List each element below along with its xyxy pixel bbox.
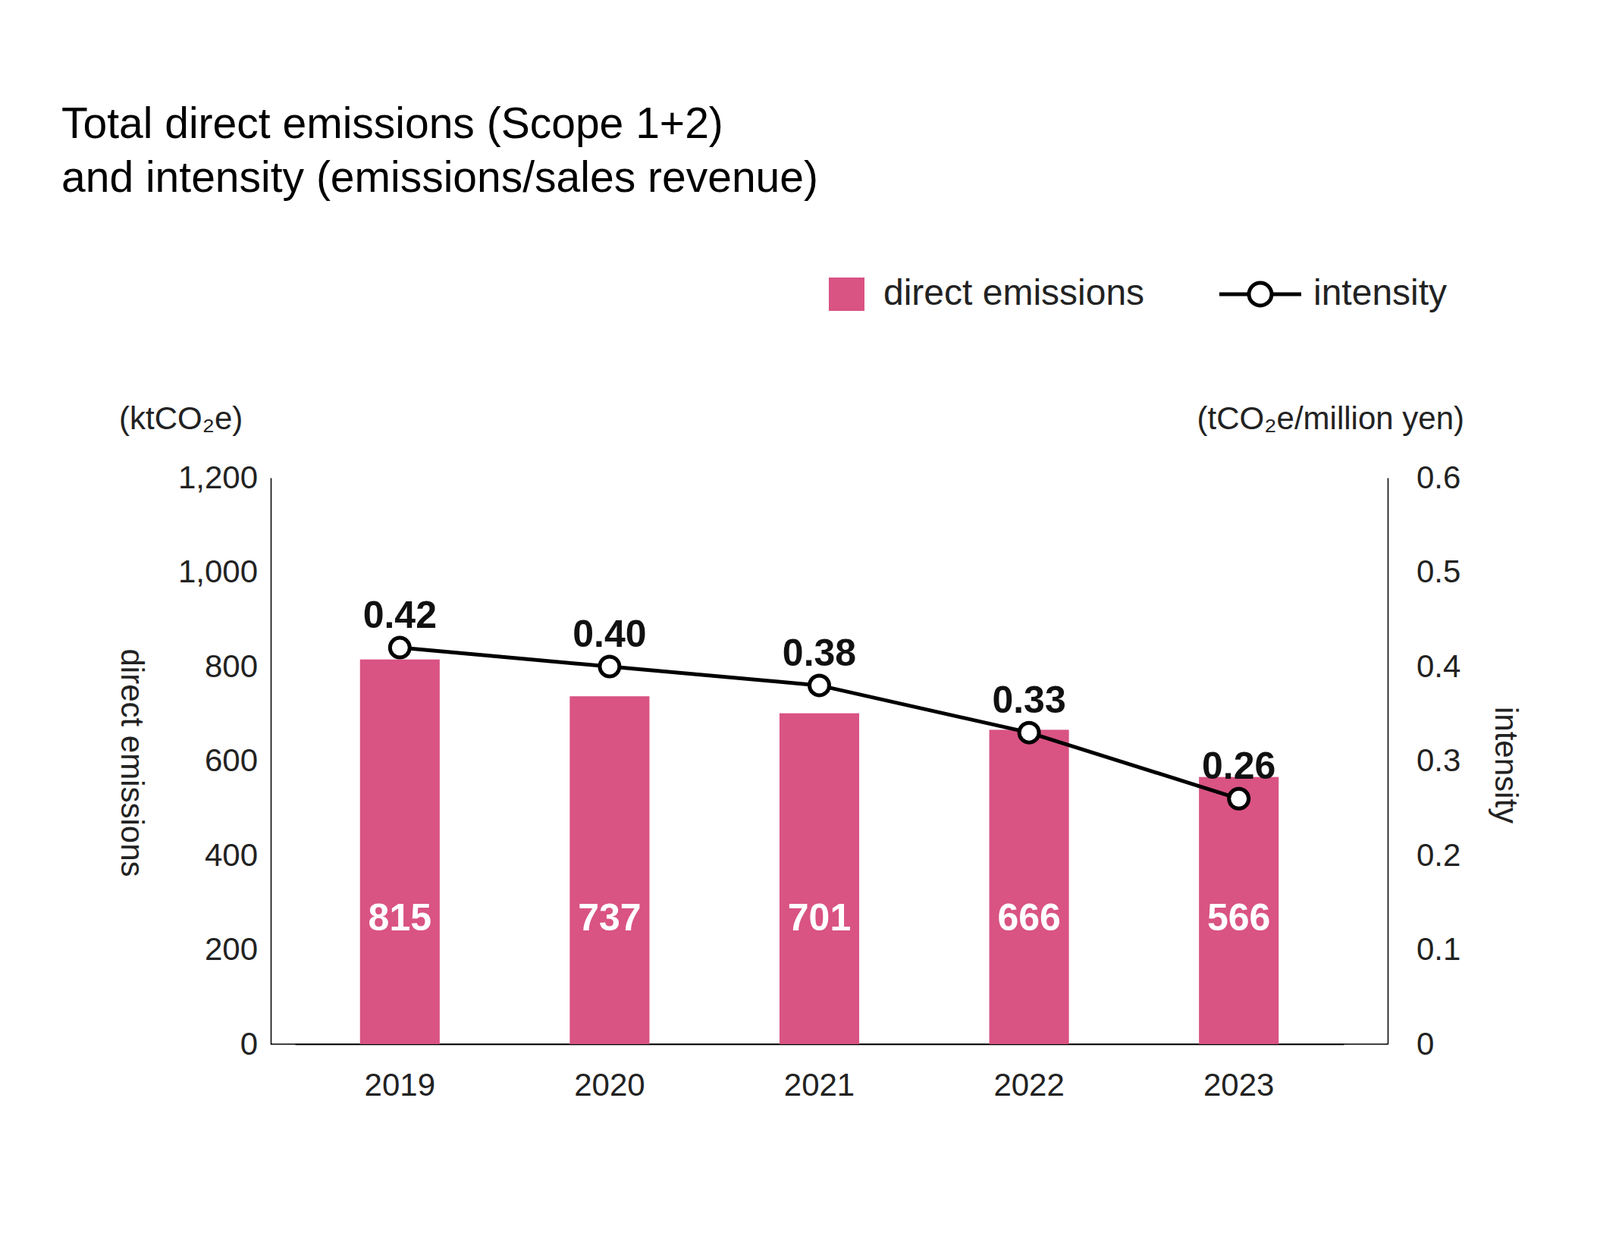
plot-area — [360, 637, 1280, 1045]
y2-tick-label: 0.2 — [1416, 837, 1461, 873]
y2-tick-label: 0.3 — [1416, 742, 1461, 779]
x-tick: 2020 — [574, 1044, 645, 1103]
y-tick: 1,200 — [178, 459, 271, 496]
y-tick: 1,000 — [178, 553, 271, 590]
y-tick: 400 — [204, 837, 271, 873]
y2-tick-label: 0.6 — [1416, 459, 1461, 496]
x-tick: 2021 — [784, 1044, 855, 1103]
legend: direct emissions intensity — [828, 272, 1447, 313]
y2-axis-title: intensity — [1488, 706, 1525, 824]
bar — [989, 729, 1070, 1045]
y2-tick-label: 0.1 — [1416, 931, 1461, 967]
legend-swatch — [828, 277, 865, 311]
y-tick: 600 — [204, 742, 271, 779]
line-label: 0.40 — [572, 612, 647, 656]
y2-tick: 0.2 — [1387, 837, 1461, 873]
chart: Total direct emissions (Scope 1+2)and in… — [0, 0, 1600, 1236]
line-label: 0.42 — [363, 593, 437, 637]
line-label: 0.26 — [1201, 744, 1276, 788]
title: Total direct emissions (Scope 1+2) — [61, 98, 724, 148]
x-axis: 2019 2020 2021 2022 2023 — [295, 1044, 1345, 1103]
y2-axis-line — [1387, 478, 1390, 1045]
x-tick: 2023 — [1203, 1044, 1274, 1103]
bar-label: 737 — [577, 896, 641, 939]
y-tick-label: 1,000 — [178, 553, 258, 590]
legend-marker — [1248, 282, 1272, 306]
y2-tick: 0.3 — [1387, 742, 1461, 779]
y-axis-line — [270, 478, 273, 1045]
y2-unit: (tCO₂e/million yen) — [1197, 400, 1465, 437]
marker — [389, 637, 410, 658]
x-tick-label: 2020 — [574, 1066, 645, 1103]
x-tick-label: 2019 — [364, 1066, 436, 1103]
y2-tick: 0.4 — [1387, 648, 1461, 684]
y-tick-label: 600 — [204, 742, 258, 779]
marker — [599, 656, 620, 677]
y2-tick: 0.6 — [1387, 459, 1461, 496]
y-axis: 0 200 400 600 800 1,000 1,200 — [178, 459, 272, 1062]
bar-label: 815 — [368, 896, 432, 939]
y-tick: 800 — [204, 648, 271, 684]
bar — [779, 713, 860, 1045]
y-tick-label: 1,200 — [178, 459, 258, 496]
y-axis-title: direct emissions — [114, 648, 151, 877]
x-tick-label: 2022 — [993, 1066, 1064, 1103]
title: and intensity (emissions/sales revenue) — [61, 152, 819, 201]
bar-label: 666 — [997, 896, 1061, 939]
x-tick: 2019 — [364, 1044, 436, 1103]
y2-tick-label: 0 — [1416, 1025, 1434, 1062]
y-tick-label: 800 — [204, 648, 258, 684]
y2-tick: 0 — [1387, 1025, 1434, 1062]
y-tick-label: 200 — [204, 931, 258, 967]
marker — [1229, 788, 1249, 809]
y2-tick: 0.1 — [1387, 931, 1461, 967]
y2-tick-label: 0.4 — [1416, 648, 1461, 684]
y-tick: 0 — [240, 1025, 271, 1062]
y2-axis: 0 0.1 0.2 0.3 0.4 0.5 0.6 — [1387, 459, 1461, 1062]
line-label: 0.38 — [782, 631, 857, 675]
y-tick-label: 400 — [204, 837, 258, 873]
line-label: 0.33 — [991, 678, 1066, 722]
bar — [569, 696, 650, 1045]
y-tick: 200 — [204, 931, 271, 967]
y-tick-label: 0 — [240, 1025, 258, 1062]
x-tick-label: 2023 — [1203, 1066, 1274, 1103]
bar — [1198, 777, 1279, 1045]
legend-label: intensity — [1313, 272, 1447, 313]
data-labels: 815 737 701 666 566 0.42 0.40 0.38 0.33 0.26 — [363, 593, 1277, 939]
x-tick-label: 2021 — [784, 1066, 855, 1103]
x-tick: 2022 — [993, 1044, 1064, 1103]
legend-label: direct emissions — [883, 272, 1145, 313]
y-unit: (ktCO₂e) — [119, 400, 243, 437]
bar-label: 566 — [1207, 896, 1271, 939]
y2-tick: 0.5 — [1387, 553, 1461, 590]
marker — [809, 675, 830, 696]
marker — [1019, 722, 1039, 743]
bar — [360, 659, 440, 1045]
bar-label: 701 — [787, 896, 851, 939]
y2-tick-label: 0.5 — [1416, 553, 1461, 590]
